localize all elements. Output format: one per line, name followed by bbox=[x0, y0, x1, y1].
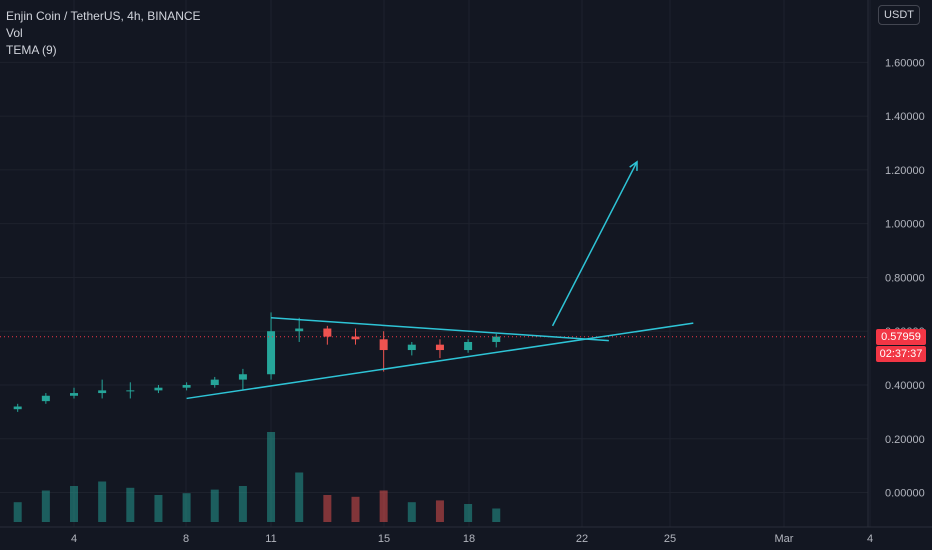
candle-body bbox=[351, 336, 360, 340]
tema-indicator-label[interactable]: TEMA (9) bbox=[6, 43, 57, 57]
vol-indicator-label[interactable]: Vol bbox=[6, 26, 23, 40]
price-tick-label: 1.00000 bbox=[885, 219, 925, 231]
candle-body bbox=[407, 344, 416, 351]
volume-bar bbox=[13, 502, 22, 522]
price-tick-label: 0.00000 bbox=[885, 488, 925, 500]
candle-body bbox=[435, 344, 444, 351]
volume-bar bbox=[295, 472, 304, 522]
grid bbox=[0, 0, 871, 527]
candle-body bbox=[464, 341, 473, 351]
candle-body bbox=[323, 328, 332, 337]
last-price-label: 0.57959 bbox=[876, 328, 926, 345]
volume-bar bbox=[41, 490, 50, 522]
candle-body bbox=[267, 331, 276, 375]
time-tick-label: 22 bbox=[576, 533, 588, 545]
volume-bar bbox=[70, 486, 78, 522]
candle-body bbox=[210, 379, 219, 385]
bar-countdown-label: 02:37:37 bbox=[876, 345, 926, 362]
volume-bar bbox=[182, 493, 191, 522]
price-tick-label: 0.80000 bbox=[885, 272, 925, 284]
candle-body bbox=[182, 385, 191, 388]
time-tick-label: 18 bbox=[463, 533, 475, 545]
volume-bar bbox=[435, 500, 444, 522]
volume-bar bbox=[379, 490, 388, 522]
upper-trendline[interactable] bbox=[270, 317, 609, 342]
candle-body bbox=[70, 393, 78, 396]
volume-bar bbox=[238, 486, 247, 522]
time-tick-label: 11 bbox=[265, 533, 276, 545]
price-tick-label: 0.40000 bbox=[885, 380, 925, 392]
candle-body bbox=[238, 374, 247, 380]
candle-body bbox=[126, 390, 135, 392]
candle-body bbox=[13, 406, 22, 410]
volume-bar bbox=[267, 432, 276, 522]
price-tick-label: 1.60000 bbox=[885, 57, 925, 69]
volume-bar bbox=[126, 487, 135, 522]
arrow-head bbox=[629, 160, 638, 171]
drawings bbox=[186, 160, 694, 400]
chart-legend: Enjin Coin / TetherUS, 4h, BINANCE Vol T… bbox=[6, 8, 201, 59]
volume-bar bbox=[98, 481, 107, 522]
price-tick-label: 1.20000 bbox=[885, 165, 925, 177]
volume-bar bbox=[323, 495, 332, 522]
time-tick-label: 8 bbox=[183, 533, 189, 545]
volume-bar bbox=[210, 489, 219, 522]
candle-body bbox=[41, 395, 50, 402]
time-axis: 4 8 11 15 18 22 25 Mar 4 bbox=[71, 533, 873, 545]
candle-body bbox=[379, 339, 388, 351]
candles bbox=[13, 312, 501, 412]
price-tick-label: 1.40000 bbox=[885, 111, 925, 123]
candle-body bbox=[492, 336, 501, 342]
breakout-arrow[interactable] bbox=[551, 161, 638, 327]
candle-body bbox=[154, 387, 163, 391]
time-tick-label: 25 bbox=[664, 533, 676, 545]
time-tick-label: Mar bbox=[775, 533, 794, 545]
candle-body bbox=[295, 328, 304, 332]
time-tick-label: 4 bbox=[867, 533, 873, 545]
volume-bar bbox=[492, 508, 501, 522]
volume-bar bbox=[464, 504, 473, 522]
lower-trendline[interactable] bbox=[186, 322, 694, 400]
time-tick-label: 4 bbox=[71, 533, 77, 545]
volume-bars bbox=[13, 432, 501, 522]
volume-bar bbox=[154, 495, 163, 522]
candle-body bbox=[98, 390, 107, 394]
currency-selector-button[interactable]: USDT bbox=[878, 5, 920, 25]
price-tick-label: 0.20000 bbox=[885, 434, 925, 446]
volume-bar bbox=[351, 496, 360, 522]
price-axis: 1.600001.400001.200001.000000.800000.600… bbox=[885, 57, 925, 499]
volume-bar bbox=[407, 502, 416, 522]
symbol-title[interactable]: Enjin Coin / TetherUS, 4h, BINANCE bbox=[6, 9, 201, 23]
time-tick-label: 15 bbox=[378, 533, 390, 545]
